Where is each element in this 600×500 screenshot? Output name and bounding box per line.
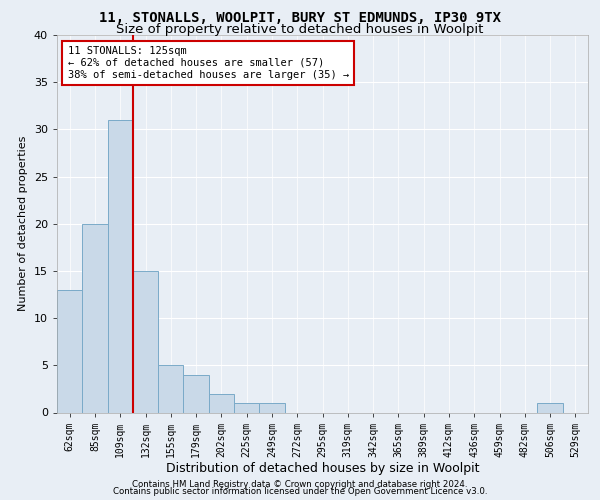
Bar: [184, 375, 209, 412]
Bar: [259, 403, 284, 412]
Bar: [209, 394, 234, 412]
Bar: [538, 403, 563, 412]
Bar: [107, 120, 133, 412]
Bar: [234, 403, 259, 412]
Bar: [158, 366, 184, 412]
Text: 11 STONALLS: 125sqm
← 62% of detached houses are smaller (57)
38% of semi-detach: 11 STONALLS: 125sqm ← 62% of detached ho…: [68, 46, 349, 80]
Bar: [82, 224, 107, 412]
Y-axis label: Number of detached properties: Number of detached properties: [18, 136, 28, 312]
Bar: [57, 290, 82, 412]
Text: Contains HM Land Registry data © Crown copyright and database right 2024.: Contains HM Land Registry data © Crown c…: [132, 480, 468, 489]
Text: Size of property relative to detached houses in Woolpit: Size of property relative to detached ho…: [116, 22, 484, 36]
Text: Contains public sector information licensed under the Open Government Licence v3: Contains public sector information licen…: [113, 488, 487, 496]
X-axis label: Distribution of detached houses by size in Woolpit: Distribution of detached houses by size …: [166, 462, 479, 475]
Bar: [133, 271, 158, 412]
Text: 11, STONALLS, WOOLPIT, BURY ST EDMUNDS, IP30 9TX: 11, STONALLS, WOOLPIT, BURY ST EDMUNDS, …: [99, 12, 501, 26]
